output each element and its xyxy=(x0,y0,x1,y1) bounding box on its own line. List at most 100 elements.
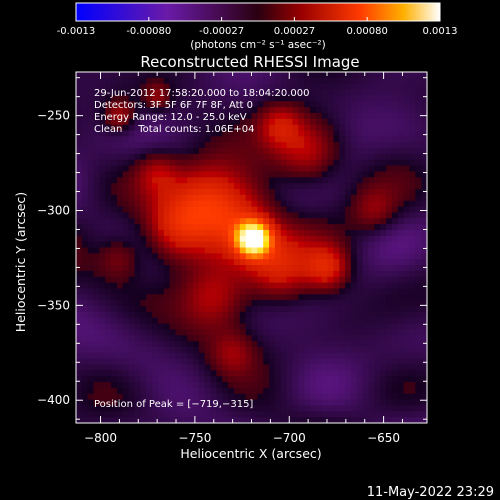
heatmap-cell xyxy=(339,206,346,213)
heatmap-cell xyxy=(333,148,340,155)
heatmap-cell xyxy=(163,229,170,237)
heatmap-cell xyxy=(181,329,188,336)
heatmap-cell xyxy=(163,411,170,418)
heatmap-cell xyxy=(76,77,83,85)
heatmap-cell xyxy=(239,317,247,324)
heatmap-cell xyxy=(415,387,422,395)
heatmap-cell xyxy=(134,393,141,400)
heatmap-cell xyxy=(87,212,94,219)
heatmap-cell xyxy=(327,270,334,278)
heatmap-cell xyxy=(105,171,112,178)
heatmap-cell xyxy=(397,224,404,231)
heatmap-cell xyxy=(274,218,282,225)
heatmap-cell xyxy=(222,294,229,301)
heatmap-cell xyxy=(362,148,369,155)
heatmap-cell xyxy=(87,95,94,102)
heatmap-cell xyxy=(251,300,258,307)
heatmap-cell xyxy=(280,241,287,248)
heatmap-cell xyxy=(397,393,404,400)
heatmap-cell xyxy=(409,294,416,301)
heatmap-cell xyxy=(292,118,299,126)
heatmap-cell xyxy=(409,189,416,196)
heatmap-cell xyxy=(339,136,346,143)
heatmap-cell xyxy=(116,405,124,412)
heatmap-cell xyxy=(403,259,410,266)
heatmap-cell xyxy=(269,387,276,395)
heatmap-cell xyxy=(116,206,124,213)
heatmap-cell xyxy=(403,153,410,161)
heatmap-cell xyxy=(93,212,100,219)
heatmap-cell xyxy=(134,376,141,383)
heatmap-cell xyxy=(152,212,159,219)
x-tick-label: −800 xyxy=(84,431,117,445)
heatmap-cell xyxy=(81,393,89,400)
heatmap-cell xyxy=(146,370,153,377)
heatmap-cell xyxy=(198,72,206,79)
heatmap-cell xyxy=(409,335,416,342)
heatmap-cell xyxy=(99,83,106,90)
heatmap-cell xyxy=(403,241,410,248)
heatmap-cell xyxy=(391,399,399,406)
heatmap-cell xyxy=(257,83,264,90)
heatmap-cell xyxy=(105,329,112,336)
heatmap-cell xyxy=(292,183,299,190)
heatmap-cell xyxy=(181,224,188,231)
heatmap-cell xyxy=(374,364,381,371)
heatmap-cell xyxy=(327,294,334,301)
heatmap-cell xyxy=(374,352,381,360)
heatmap-cell xyxy=(93,235,100,243)
heatmap-cell xyxy=(327,130,334,137)
heatmap-cell xyxy=(350,101,358,108)
heatmap-cell xyxy=(380,276,387,283)
y-axis-label: Heliocentric Y (arcsec) xyxy=(13,192,28,332)
heatmap-cell xyxy=(210,200,217,207)
heatmap-cell xyxy=(415,142,422,149)
heatmap-cell xyxy=(298,311,305,319)
heatmap-cell xyxy=(421,346,428,354)
heatmap-cell xyxy=(304,411,311,418)
heatmap-cell xyxy=(263,300,270,307)
heatmap-cell xyxy=(140,387,147,395)
heatmap-cell xyxy=(111,346,118,354)
colorbar-unit-label: (photons cm⁻² s⁻¹ asec⁻²) xyxy=(190,39,325,51)
heatmap-cell xyxy=(93,107,100,114)
heatmap-cell xyxy=(380,300,387,307)
heatmap-cell xyxy=(169,159,176,166)
heatmap-cell xyxy=(169,130,176,137)
heatmap-cell xyxy=(374,165,381,172)
heatmap-cell xyxy=(380,224,387,231)
heatmap-cell xyxy=(292,206,299,213)
heatmap-cell xyxy=(403,270,410,278)
heatmap-cell xyxy=(339,124,346,131)
heatmap-cell xyxy=(292,107,299,114)
heatmap-cell xyxy=(76,399,83,406)
heatmap-cell xyxy=(111,335,118,342)
heatmap-cell xyxy=(274,165,282,172)
heatmap-cell xyxy=(76,276,83,283)
heatmap-cell xyxy=(157,364,165,371)
heatmap-cell xyxy=(134,136,141,143)
heatmap-cell xyxy=(257,247,264,254)
heatmap-cell xyxy=(286,276,293,283)
heatmap-cell xyxy=(286,376,293,383)
heatmap-cell xyxy=(175,376,182,383)
heatmap-cell xyxy=(280,229,287,237)
heatmap-cell xyxy=(210,148,217,155)
heatmap-cell xyxy=(397,405,404,412)
heatmap-cell xyxy=(304,341,311,348)
heatmap-cell xyxy=(292,311,299,319)
colorbar-tick-label: 0.0013 xyxy=(423,26,458,37)
heatmap-cell xyxy=(87,376,94,383)
heatmap-cell xyxy=(245,352,252,360)
heatmap-cell xyxy=(216,153,223,161)
heatmap-cell xyxy=(339,189,346,196)
heatmap-cell xyxy=(397,335,404,342)
heatmap-cell xyxy=(274,95,282,102)
heatmap-cell xyxy=(193,341,200,348)
heatmap-cell xyxy=(298,241,305,248)
heatmap-cell xyxy=(362,352,369,360)
heatmap-cell xyxy=(210,306,217,313)
heatmap-cell xyxy=(327,101,334,108)
heatmap-cell xyxy=(163,265,170,272)
heatmap-cell xyxy=(380,288,387,295)
